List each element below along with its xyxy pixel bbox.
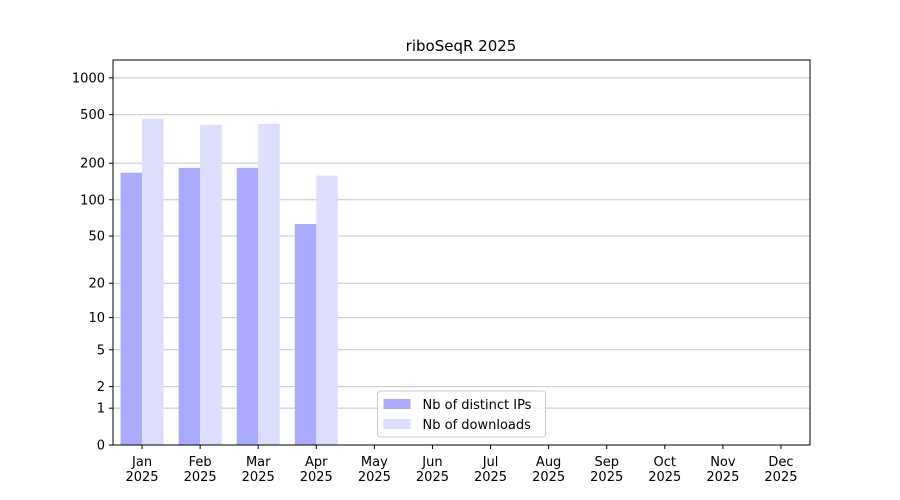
x-tick-label: Jan 2025 — [125, 455, 158, 485]
bar — [236, 167, 259, 445]
y-tick-label: 5 — [97, 343, 105, 358]
y-tick-label: 10 — [88, 311, 105, 326]
x-tick-label: May 2025 — [358, 455, 391, 485]
bar — [178, 167, 201, 445]
y-tick-label: 200 — [80, 157, 105, 172]
y-tick-label: 1 — [97, 402, 105, 417]
bar — [200, 124, 222, 445]
x-tick-label: Feb 2025 — [184, 455, 217, 485]
y-tick-label: 50 — [88, 230, 105, 245]
y-tick-label: 2 — [97, 380, 105, 395]
x-tick-label: Aug 2025 — [532, 455, 565, 485]
legend-swatch — [383, 399, 411, 409]
bar — [258, 123, 280, 445]
legend-swatch — [383, 419, 411, 429]
bar — [142, 118, 164, 446]
x-tick-label: Oct 2025 — [648, 455, 681, 485]
x-tick-label: Mar 2025 — [242, 455, 275, 485]
legend-label: Nb of downloads — [423, 418, 532, 433]
x-tick-label: Jun 2025 — [416, 455, 449, 485]
x-tick-label: Apr 2025 — [300, 455, 333, 485]
legend-box — [377, 390, 546, 438]
y-tick-label: 0 — [97, 439, 105, 454]
y-tick-label: 20 — [88, 277, 105, 292]
legend-label: Nb of distinct IPs — [423, 398, 532, 413]
bar — [316, 175, 338, 445]
bar — [294, 223, 317, 445]
x-tick-label: Dec 2025 — [764, 455, 797, 485]
x-tick-label: Jul 2025 — [474, 455, 507, 485]
y-tick-label: 500 — [80, 108, 105, 123]
bar — [120, 172, 143, 445]
x-tick-label: Nov 2025 — [706, 455, 739, 485]
y-tick-label: 1000 — [72, 71, 105, 86]
x-tick-label: Sep 2025 — [590, 455, 623, 485]
plot-frame — [112, 59, 811, 446]
chart-title: riboSeqR 2025 — [406, 37, 517, 55]
y-tick-label: 100 — [80, 193, 105, 208]
